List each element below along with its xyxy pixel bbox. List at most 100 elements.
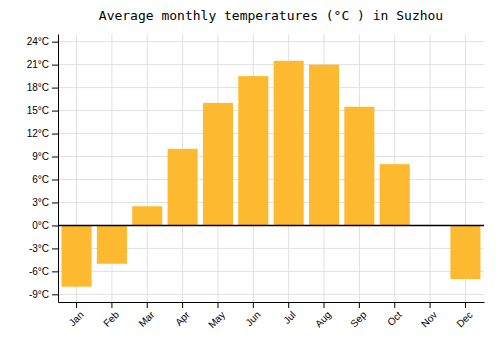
grid-line: [58, 41, 484, 42]
tick-mark: [217, 302, 218, 308]
tick-mark: [76, 302, 77, 308]
y-axis: -9°C -6°C -3°C 0°C 3°C 6°C 9°C 12°C 15°C 18°C 21°C…: [27, 35, 59, 303]
zero-line: [58, 225, 484, 227]
tick: Mar: [136, 302, 156, 329]
bar: [344, 107, 374, 226]
bar: [309, 65, 339, 226]
tick-label: 24°C: [27, 36, 49, 47]
tick-label: Sep: [348, 309, 369, 330]
tick-label: Jul: [281, 309, 298, 326]
bar: [450, 225, 480, 279]
tick-mark: [147, 302, 148, 308]
tick-mark: [253, 302, 254, 308]
tick-label: 6°C: [32, 174, 49, 185]
grid-line: [147, 34, 148, 302]
chart: Average monthly temperatures (°C ) in Su…: [0, 0, 500, 350]
tick: Jul: [281, 302, 298, 326]
tick-label: Oct: [385, 309, 404, 328]
tick-label: Apr: [173, 309, 192, 328]
tick-label: Mar: [136, 309, 156, 329]
grid-line: [58, 179, 484, 180]
tick: Jan: [67, 302, 86, 328]
grid-line: [58, 64, 484, 65]
grid-line: [58, 110, 484, 111]
grid-line: [58, 133, 484, 134]
tick-mark: [52, 157, 58, 158]
tick-label: Dec: [454, 309, 474, 329]
tick-mark: [52, 179, 58, 180]
tick-mark: [359, 302, 360, 308]
tick-mark: [288, 302, 289, 308]
tick: 18°C: [27, 82, 58, 93]
axis-line: [59, 302, 485, 303]
tick-label: -3°C: [29, 243, 49, 254]
tick-label: Aug: [313, 309, 333, 329]
tick: Feb: [101, 302, 121, 329]
tick-label: -6°C: [29, 266, 49, 277]
tick: Oct: [385, 302, 404, 328]
tick-label: Nov: [419, 309, 439, 329]
tick: 15°C: [27, 105, 58, 116]
title: Average monthly temperatures (°C ) in Su…: [99, 8, 443, 23]
tick: 0°C: [32, 220, 58, 231]
bar: [274, 61, 304, 226]
tick-mark: [52, 294, 58, 295]
bar: [203, 103, 233, 226]
tick-mark: [324, 302, 325, 308]
tick-mark: [465, 302, 466, 308]
tick: -3°C: [29, 243, 58, 254]
tick: 9°C: [32, 151, 58, 162]
tick-mark: [52, 271, 58, 272]
tick-mark: [182, 302, 183, 308]
bar: [132, 206, 162, 225]
tick-mark: [430, 302, 431, 308]
tick-label: Jan: [67, 309, 86, 328]
tick-mark: [52, 225, 58, 226]
tick: 24°C: [27, 36, 58, 47]
axis-line: [58, 35, 59, 303]
tick-mark: [111, 302, 112, 308]
bar: [97, 225, 127, 263]
tick: 21°C: [27, 59, 58, 70]
tick-label: Jun: [243, 309, 262, 328]
tick: 3°C: [32, 197, 58, 208]
tick-label: 12°C: [27, 128, 49, 139]
bar: [238, 76, 268, 225]
grid-line: [58, 271, 484, 272]
tick: 12°C: [27, 128, 58, 139]
tick-label: 9°C: [32, 151, 49, 162]
bar: [62, 225, 92, 286]
tick-mark: [52, 88, 58, 89]
tick-label: 18°C: [27, 82, 49, 93]
tick-mark: [52, 65, 58, 66]
grid: [58, 34, 484, 302]
tick: -6°C: [29, 266, 58, 277]
tick-mark: [52, 134, 58, 135]
grid-line: [58, 156, 484, 157]
tick: Aug: [313, 302, 333, 329]
tick: 6°C: [32, 174, 58, 185]
tick: Sep: [348, 302, 369, 329]
grid-line: [58, 87, 484, 88]
tick-label: 21°C: [27, 59, 49, 70]
tick-label: -9°C: [29, 289, 49, 300]
tick-label: 0°C: [32, 220, 49, 231]
tick-mark: [52, 248, 58, 249]
grid-line: [430, 34, 431, 302]
plot-area: [58, 61, 484, 287]
tick-label: Feb: [101, 309, 121, 329]
tick: Jun: [243, 302, 262, 328]
grid-line: [58, 225, 484, 226]
tick-label: May: [206, 309, 227, 330]
tick-label: 15°C: [27, 105, 49, 116]
tick-label: 3°C: [32, 197, 49, 208]
tick: May: [206, 302, 227, 330]
tick: Nov: [419, 302, 439, 329]
tick: Dec: [454, 302, 474, 329]
tick-mark: [52, 42, 58, 43]
grid-line: [58, 294, 484, 295]
bar: [380, 164, 410, 225]
tick: -9°C: [29, 289, 58, 300]
bar: [168, 149, 198, 226]
tick-mark: [52, 111, 58, 112]
